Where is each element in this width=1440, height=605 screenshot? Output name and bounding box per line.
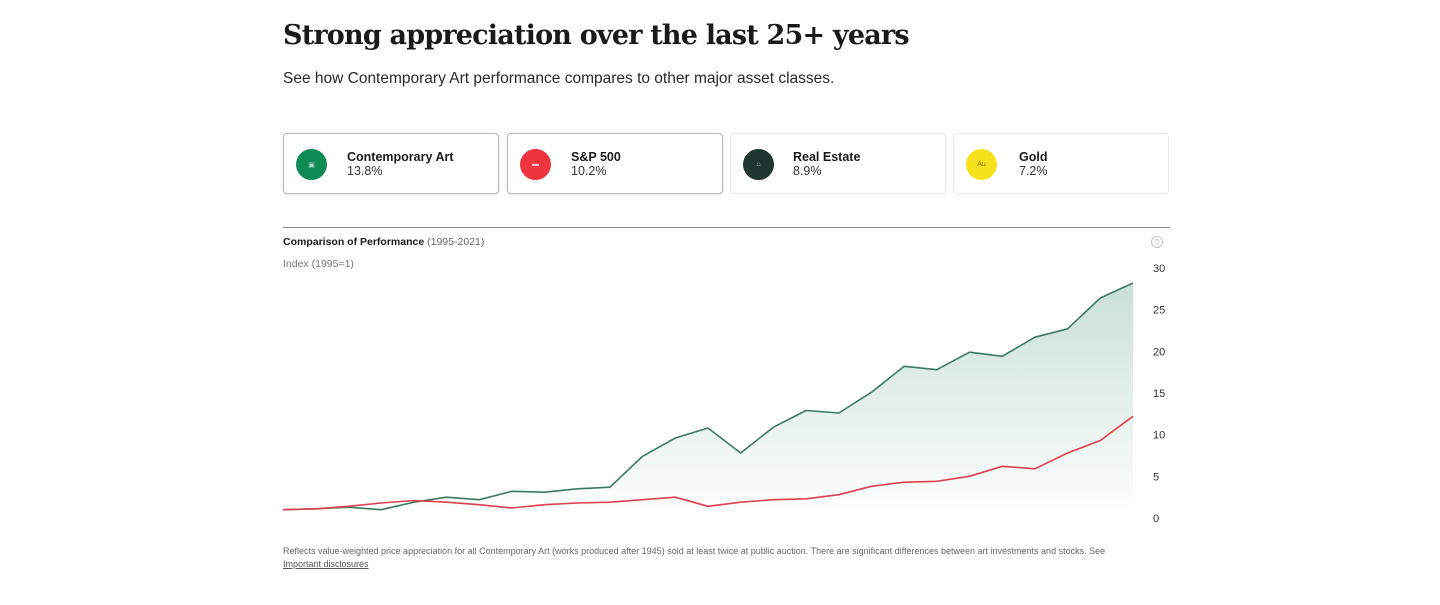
footnote-text: Reflects value-weighted price appreciati… bbox=[283, 546, 1106, 556]
section-divider bbox=[283, 227, 1170, 228]
asset-card-contemporary-art[interactable]: ▣ Contemporary Art 13.8% bbox=[283, 133, 499, 194]
asset-name: S&P 500 bbox=[571, 150, 621, 164]
asset-return: 13.8% bbox=[347, 164, 383, 178]
icon-glyph: ▣ bbox=[308, 161, 315, 169]
y-tick-label: 5 bbox=[1153, 471, 1159, 483]
chart-title-text: Comparison of Performance bbox=[283, 236, 425, 248]
y-tick-label: 20 bbox=[1153, 346, 1165, 358]
y-tick-label: 10 bbox=[1153, 430, 1165, 442]
important-disclosures-link[interactable]: Important disclosures bbox=[283, 559, 369, 569]
asset-card-real-estate[interactable]: ⌂ Real Estate 8.9% bbox=[730, 133, 946, 194]
help-glyph: ? bbox=[1154, 237, 1160, 247]
asset-return: 7.2% bbox=[1019, 164, 1048, 178]
footnote: Reflects value-weighted price appreciati… bbox=[283, 545, 1153, 571]
asset-card-gold[interactable]: Au Gold 7.2% bbox=[953, 133, 1169, 194]
page-title: Strong appreciation over the last 25+ ye… bbox=[283, 20, 910, 51]
gold-icon: Au bbox=[966, 149, 997, 180]
area-contemporary-art bbox=[283, 283, 1133, 518]
asset-return: 10.2% bbox=[571, 164, 607, 178]
help-icon[interactable]: ? bbox=[1151, 236, 1163, 248]
asset-name: Real Estate bbox=[793, 150, 861, 164]
icon-glyph: ⌂ bbox=[756, 161, 761, 168]
asset-name: Gold bbox=[1019, 150, 1048, 164]
asset-name: Contemporary Art bbox=[347, 150, 454, 164]
chart-index-label: Index (1995=1) bbox=[283, 258, 354, 270]
house-icon: ⌂ bbox=[743, 149, 774, 180]
asset-return: 8.9% bbox=[793, 164, 822, 178]
chart-icon: ▬ bbox=[520, 149, 551, 180]
frame-icon: ▣ bbox=[296, 149, 327, 180]
performance-chart: 30 25 20 15 10 5 0 bbox=[282, 263, 1165, 525]
chart-title-years: (1995-2021) bbox=[427, 236, 485, 248]
asset-card-list: ▣ Contemporary Art 13.8% ▬ S&P 500 10.2%… bbox=[283, 133, 1170, 196]
icon-glyph: ▬ bbox=[532, 161, 539, 168]
y-tick-label: 25 bbox=[1153, 305, 1165, 317]
chart-title: Comparison of Performance (1995-2021) bbox=[283, 236, 484, 248]
page-subtitle: See how Contemporary Art performance com… bbox=[283, 70, 835, 87]
y-tick-label: 30 bbox=[1153, 263, 1165, 275]
line-s-p-500 bbox=[282, 415, 1134, 511]
icon-glyph: Au bbox=[977, 161, 986, 168]
y-tick-label: 15 bbox=[1153, 388, 1165, 400]
asset-card-sp500[interactable]: ▬ S&P 500 10.2% bbox=[507, 133, 723, 194]
y-tick-label: 0 bbox=[1153, 513, 1159, 525]
